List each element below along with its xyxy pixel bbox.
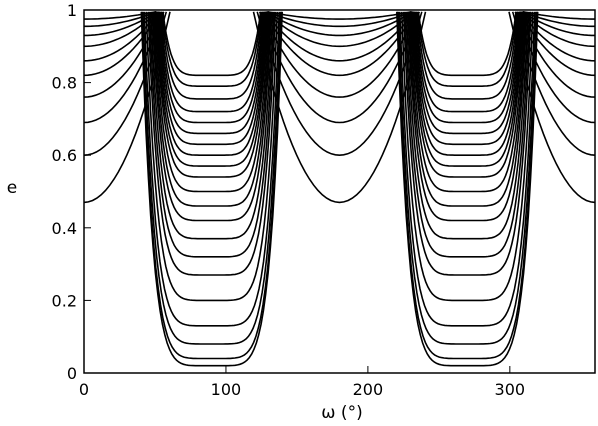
libration-curve — [415, 11, 519, 100]
libration-curve — [152, 11, 272, 207]
libration-curve — [412, 11, 522, 146]
libration-curve — [162, 11, 262, 77]
circulation-curve — [265, 11, 414, 48]
libration-curve — [414, 11, 520, 113]
libration-curve — [150, 11, 274, 240]
libration-curve — [410, 11, 525, 178]
libration-curve — [140, 11, 283, 367]
y-tick-label: 0 — [67, 364, 77, 383]
circulation-curve — [260, 11, 419, 98]
libration-curve — [397, 11, 537, 345]
x-tick-label: 0 — [79, 380, 89, 399]
libration-curve — [409, 11, 526, 193]
plot-frame — [83, 9, 596, 374]
circulation-curve — [508, 11, 596, 204]
circulation-curve — [83, 11, 163, 98]
libration-curve — [145, 11, 279, 302]
libration-curve — [141, 11, 283, 360]
libration-curve — [159, 11, 265, 113]
libration-curve — [410, 11, 524, 167]
circulation-curve — [83, 11, 160, 62]
circulation-curve — [263, 11, 416, 62]
libration-curve — [142, 11, 282, 345]
y-tick-label: 0.4 — [52, 219, 77, 238]
circulation-curve — [522, 11, 595, 28]
contour-curves — [83, 11, 596, 367]
circulation-curve — [267, 11, 412, 20]
circulation-curve — [511, 11, 596, 156]
circulation-curve — [521, 11, 595, 37]
circulation-curve — [519, 11, 596, 62]
circulation-curve — [514, 11, 596, 124]
circulation-curve — [83, 11, 161, 77]
libration-curve — [417, 11, 517, 77]
libration-curve — [411, 11, 523, 156]
circulation-curve — [262, 11, 417, 77]
circulation-curve — [83, 11, 168, 156]
circulation-curve — [83, 11, 165, 124]
x-tick-label: 200 — [353, 380, 384, 399]
circulation-curve — [520, 11, 596, 48]
circulation-curve — [84, 11, 156, 20]
libration-curve — [161, 11, 263, 87]
circulation-curve — [84, 11, 157, 28]
libration-curve — [406, 11, 528, 222]
circulation-curve — [256, 11, 423, 157]
libration-curve — [157, 11, 266, 135]
libration-curve — [407, 11, 527, 207]
libration-curve — [153, 11, 270, 193]
libration-curve — [396, 11, 538, 360]
libration-curve — [151, 11, 273, 222]
libration-curve — [158, 11, 265, 124]
x-axis-label: ω (°) — [321, 403, 362, 423]
circulation-curve — [523, 11, 595, 20]
libration-curve — [405, 11, 529, 240]
x-tick-label: 300 — [495, 380, 526, 399]
libration-curve — [157, 11, 267, 146]
circulation-curve — [252, 11, 427, 204]
y-tick-label: 0.8 — [52, 74, 77, 93]
libration-curve — [416, 11, 518, 87]
circulation-curve — [267, 11, 412, 28]
libration-curve — [143, 11, 280, 327]
libration-curve — [414, 11, 521, 124]
y-tick-label: 0.6 — [52, 146, 77, 165]
libration-curve — [402, 11, 532, 276]
circulation-curve — [266, 11, 413, 37]
y-axis-label: e — [7, 178, 17, 198]
axis-ticks: 0 100 200 300 0 0.2 0.4 0.6 0.8 1 — [52, 1, 526, 399]
circulation-curve — [84, 11, 158, 37]
circulation-curve — [83, 11, 171, 204]
circulation-curve — [258, 11, 421, 124]
libration-curve — [404, 11, 531, 258]
y-tick-label: 0.2 — [52, 291, 77, 310]
y-tick-label: 1 — [67, 1, 77, 20]
libration-curve — [413, 11, 522, 135]
libration-curve — [400, 11, 534, 302]
circulation-curve — [83, 11, 159, 48]
libration-curve — [160, 11, 264, 100]
libration-curve — [399, 11, 536, 327]
libration-curve — [155, 11, 269, 167]
libration-curve — [396, 11, 539, 367]
libration-curve — [148, 11, 275, 258]
circulation-curve — [516, 11, 596, 98]
circulation-curve — [518, 11, 596, 77]
libration-curve — [147, 11, 277, 276]
libration-curve — [154, 11, 269, 178]
libration-curve — [156, 11, 268, 156]
x-tick-label: 100 — [211, 380, 242, 399]
